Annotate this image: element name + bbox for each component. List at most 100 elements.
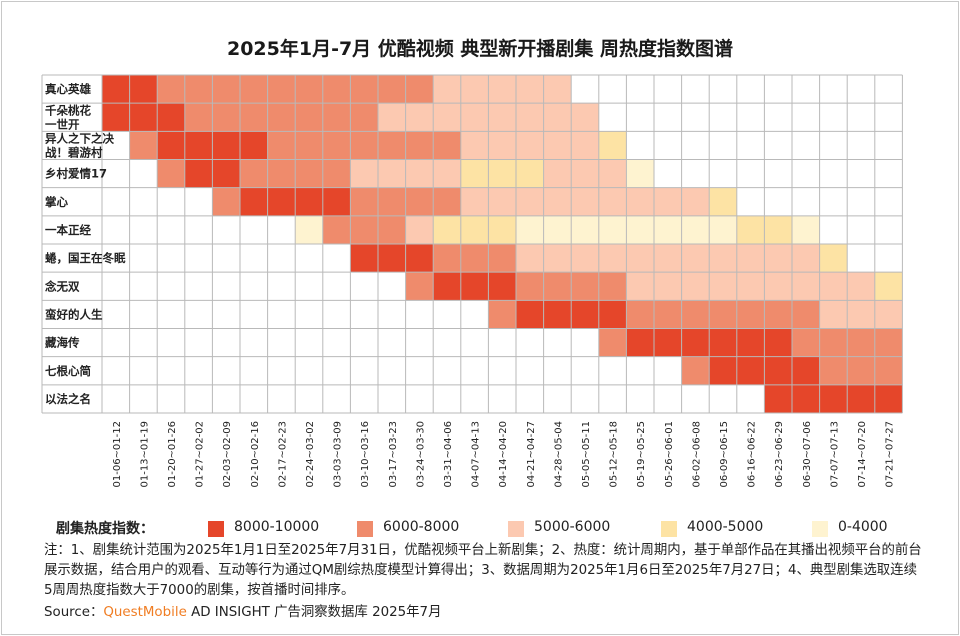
heatmap-cell bbox=[626, 159, 654, 188]
column-label: 04-28~05-04 bbox=[553, 421, 564, 488]
heatmap-cell bbox=[516, 159, 544, 188]
heatmap-cell bbox=[157, 131, 185, 160]
heatmap-cell bbox=[433, 356, 461, 385]
heatmap-cell bbox=[626, 328, 654, 357]
heatmap-cell bbox=[764, 187, 792, 216]
heatmap-cell bbox=[543, 384, 572, 413]
column-label: 03-24~03-30 bbox=[415, 421, 426, 488]
heatmap-cell bbox=[847, 384, 875, 413]
heatmap-cell bbox=[322, 244, 351, 273]
heatmap-cell bbox=[654, 215, 682, 244]
heatmap-cell bbox=[102, 384, 130, 413]
heatmap-cell bbox=[571, 187, 599, 216]
heatmap-cell bbox=[571, 103, 599, 132]
footnote: 注：1、剧集统计范围为2025年1月1日至2025年7月31日，优酷视频平台上新… bbox=[44, 543, 922, 598]
heatmap-cell bbox=[322, 300, 351, 329]
heatmap-cell bbox=[571, 328, 599, 357]
heatmap-cell bbox=[322, 215, 351, 244]
heatmap-cell bbox=[626, 300, 654, 329]
heatmap-cell bbox=[847, 272, 875, 301]
row-label: 一本正经 bbox=[45, 223, 91, 237]
column-label: 07-21~07-27 bbox=[885, 421, 896, 488]
heatmap-cell bbox=[460, 159, 489, 188]
column-label: 03-10~03-16 bbox=[360, 421, 371, 488]
heatmap-cell bbox=[681, 328, 710, 357]
heatmap-cell bbox=[184, 131, 213, 160]
heatmap-cell bbox=[709, 159, 737, 188]
legend-label: 5000-6000 bbox=[534, 519, 611, 535]
heatmap-cell bbox=[295, 272, 323, 301]
row-label: 蛮好的人生 bbox=[45, 307, 103, 321]
row-label: 千朵桃花 bbox=[45, 103, 91, 117]
heatmap-cell bbox=[378, 272, 406, 301]
heatmap-cell bbox=[681, 356, 710, 385]
heatmap-cell bbox=[681, 384, 710, 413]
heatmap-cell bbox=[571, 131, 599, 160]
heatmap-cell bbox=[874, 300, 903, 329]
heatmap-cell bbox=[433, 328, 461, 357]
heatmap-cell bbox=[129, 384, 158, 413]
heatmap-cell bbox=[378, 328, 406, 357]
heatmap-cell bbox=[102, 300, 130, 329]
heatmap-cell bbox=[847, 300, 875, 329]
heatmap-cell bbox=[184, 103, 213, 132]
heatmap-cell bbox=[764, 328, 792, 357]
heatmap-cell bbox=[626, 384, 654, 413]
heatmap-cell bbox=[598, 356, 627, 385]
heatmap-cell bbox=[819, 300, 848, 329]
heatmap-cell bbox=[654, 103, 682, 132]
column-label: 04-14~04-20 bbox=[498, 421, 509, 488]
heatmap-cell bbox=[488, 75, 516, 104]
heatmap-cell bbox=[516, 131, 544, 160]
heatmap-cell bbox=[681, 75, 710, 104]
column-label: 05-26~06-01 bbox=[664, 421, 675, 488]
heatmap-cell bbox=[764, 215, 792, 244]
source-line: Source：QuestMobile AD INSIGHT 广告洞察数据库 20… bbox=[44, 600, 441, 620]
heatmap-cell bbox=[405, 244, 434, 273]
heatmap-cell bbox=[598, 75, 627, 104]
row-label: 真心英雄 bbox=[45, 82, 91, 96]
heatmap-cell bbox=[240, 384, 268, 413]
heatmap-cell bbox=[874, 215, 903, 244]
heatmap-cell bbox=[736, 244, 765, 273]
heatmap-cell bbox=[129, 328, 158, 357]
heatmap-cell bbox=[764, 244, 792, 273]
heatmap-cell bbox=[184, 328, 213, 357]
heatmap-cell bbox=[736, 103, 765, 132]
heatmap-cell bbox=[102, 131, 130, 160]
heatmap-cell bbox=[102, 159, 130, 188]
heatmap-cell bbox=[157, 356, 185, 385]
heatmap-cell bbox=[764, 300, 792, 329]
heatmap-cell bbox=[212, 356, 240, 385]
heatmap-cell bbox=[709, 328, 737, 357]
legend-label: 4000-5000 bbox=[687, 519, 764, 535]
heatmap-cell bbox=[102, 187, 130, 216]
heatmap-cell bbox=[460, 103, 489, 132]
heatmap-cell bbox=[350, 187, 378, 216]
row-label: 以法之名 bbox=[45, 392, 91, 406]
heatmap-cell bbox=[571, 300, 599, 329]
heatmap-cell bbox=[736, 356, 765, 385]
heatmap-cell bbox=[681, 131, 710, 160]
heatmap-cell bbox=[240, 75, 268, 104]
column-label: 07-14~07-20 bbox=[857, 421, 868, 488]
heatmap-cell bbox=[157, 159, 185, 188]
heatmap-cell bbox=[295, 187, 323, 216]
heatmap-cell bbox=[847, 75, 875, 104]
heatmap-cell bbox=[543, 159, 572, 188]
heatmap-cell bbox=[295, 131, 323, 160]
heatmap-cell bbox=[543, 328, 572, 357]
heatmap-cell bbox=[598, 131, 627, 160]
heatmap-cell bbox=[764, 131, 792, 160]
heatmap-cell bbox=[322, 131, 351, 160]
row-label: 战！碧游村 bbox=[45, 145, 103, 159]
heatmap-cell bbox=[212, 187, 240, 216]
heatmap-cell bbox=[322, 328, 351, 357]
heatmap-cell bbox=[792, 300, 820, 329]
heatmap-cell bbox=[433, 103, 461, 132]
heatmap-cell bbox=[322, 356, 351, 385]
heatmap-cell bbox=[102, 103, 130, 132]
heatmap-cell bbox=[792, 244, 820, 273]
